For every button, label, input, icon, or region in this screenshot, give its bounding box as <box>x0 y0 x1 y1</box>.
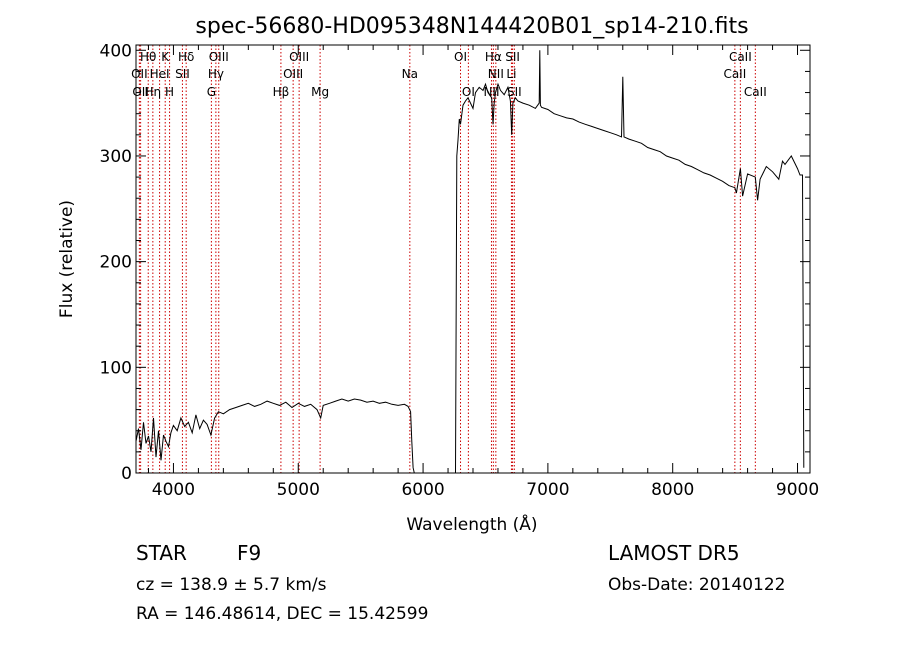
x-tick-label: 5000 <box>277 480 320 500</box>
spectral-line-labels: HθHηOIIOIIHeIKHHδSIIGHγOIIIHβOIIIOIIIMgN… <box>131 50 767 99</box>
spectral-line-label: Mg <box>311 85 329 99</box>
redshift-cz: cz = 138.9 ± 5.7 km/s <box>136 575 327 595</box>
spectral-line-label: H <box>165 85 174 99</box>
spectral-line-label: Hθ <box>140 50 156 64</box>
spectral-line-label: OII <box>132 85 149 99</box>
spectral-line-label: OIII <box>209 50 229 64</box>
spectral-line-label: OIII <box>283 67 303 81</box>
x-axis-ticks: 4000 5000 6000 7000 8000 9000 <box>147 45 819 500</box>
x-tick-label: 7000 <box>526 480 569 500</box>
x-tick-label: 4000 <box>152 480 195 500</box>
spectral-line-label: CaII <box>744 85 767 99</box>
spectral-line-label: HeI <box>150 67 170 81</box>
y-tick-label: 300 <box>100 147 132 167</box>
spectral-line-label: Hα <box>485 50 502 64</box>
survey-name: LAMOST DR5 <box>608 541 740 565</box>
spectral-line-label: G <box>207 85 216 99</box>
x-tick-label: 6000 <box>401 480 444 500</box>
spectrum-series-line <box>135 50 805 474</box>
spectral-line-label: OI <box>462 85 475 99</box>
spectral-line-label: K <box>161 50 170 64</box>
coordinates: RA = 146.48614, DEC = 15.42599 <box>136 604 428 624</box>
spectral-line-label: Na <box>402 67 418 81</box>
y-tick-label: 100 <box>100 358 132 378</box>
spectral-line-label: OI <box>454 50 467 64</box>
spectral-line-label: CaII <box>723 67 746 81</box>
x-tick-label: 8000 <box>651 480 694 500</box>
y-tick-label: 400 <box>100 41 132 61</box>
spectral-line-label: SII <box>175 67 190 81</box>
spectral-line-label: Hγ <box>208 67 224 81</box>
spectral-line-label: OIII <box>289 50 309 64</box>
y-tick-label: 0 <box>121 464 132 484</box>
spectral-line-label: Hβ <box>273 85 290 99</box>
y-axis-label: Flux (relative) <box>57 200 77 318</box>
spectral-subclass: F9 <box>237 541 261 565</box>
spectral-line-label: Hδ <box>178 50 194 64</box>
spectral-line-label: CaII <box>729 50 752 64</box>
spectral-line-label: OII <box>131 67 148 81</box>
y-axis-ticks: 0 100 200 300 400 <box>100 41 810 484</box>
chart-title: spec-56680-HD095348N144420B01_sp14-210.f… <box>195 14 748 39</box>
spectral-line-label: Li <box>506 67 516 81</box>
spectral-line-label: SII <box>505 50 520 64</box>
object-type: STAR <box>136 541 187 565</box>
spectral-line-label: NII <box>488 67 504 81</box>
x-tick-label: 9000 <box>776 480 819 500</box>
spectral-line-label: Hη <box>145 85 162 99</box>
x-axis-label: Wavelength (Å) <box>406 513 537 535</box>
y-tick-label: 200 <box>100 253 132 273</box>
observation-date: Obs-Date: 20140122 <box>608 575 785 595</box>
spectral-line-label: SII <box>507 85 522 99</box>
